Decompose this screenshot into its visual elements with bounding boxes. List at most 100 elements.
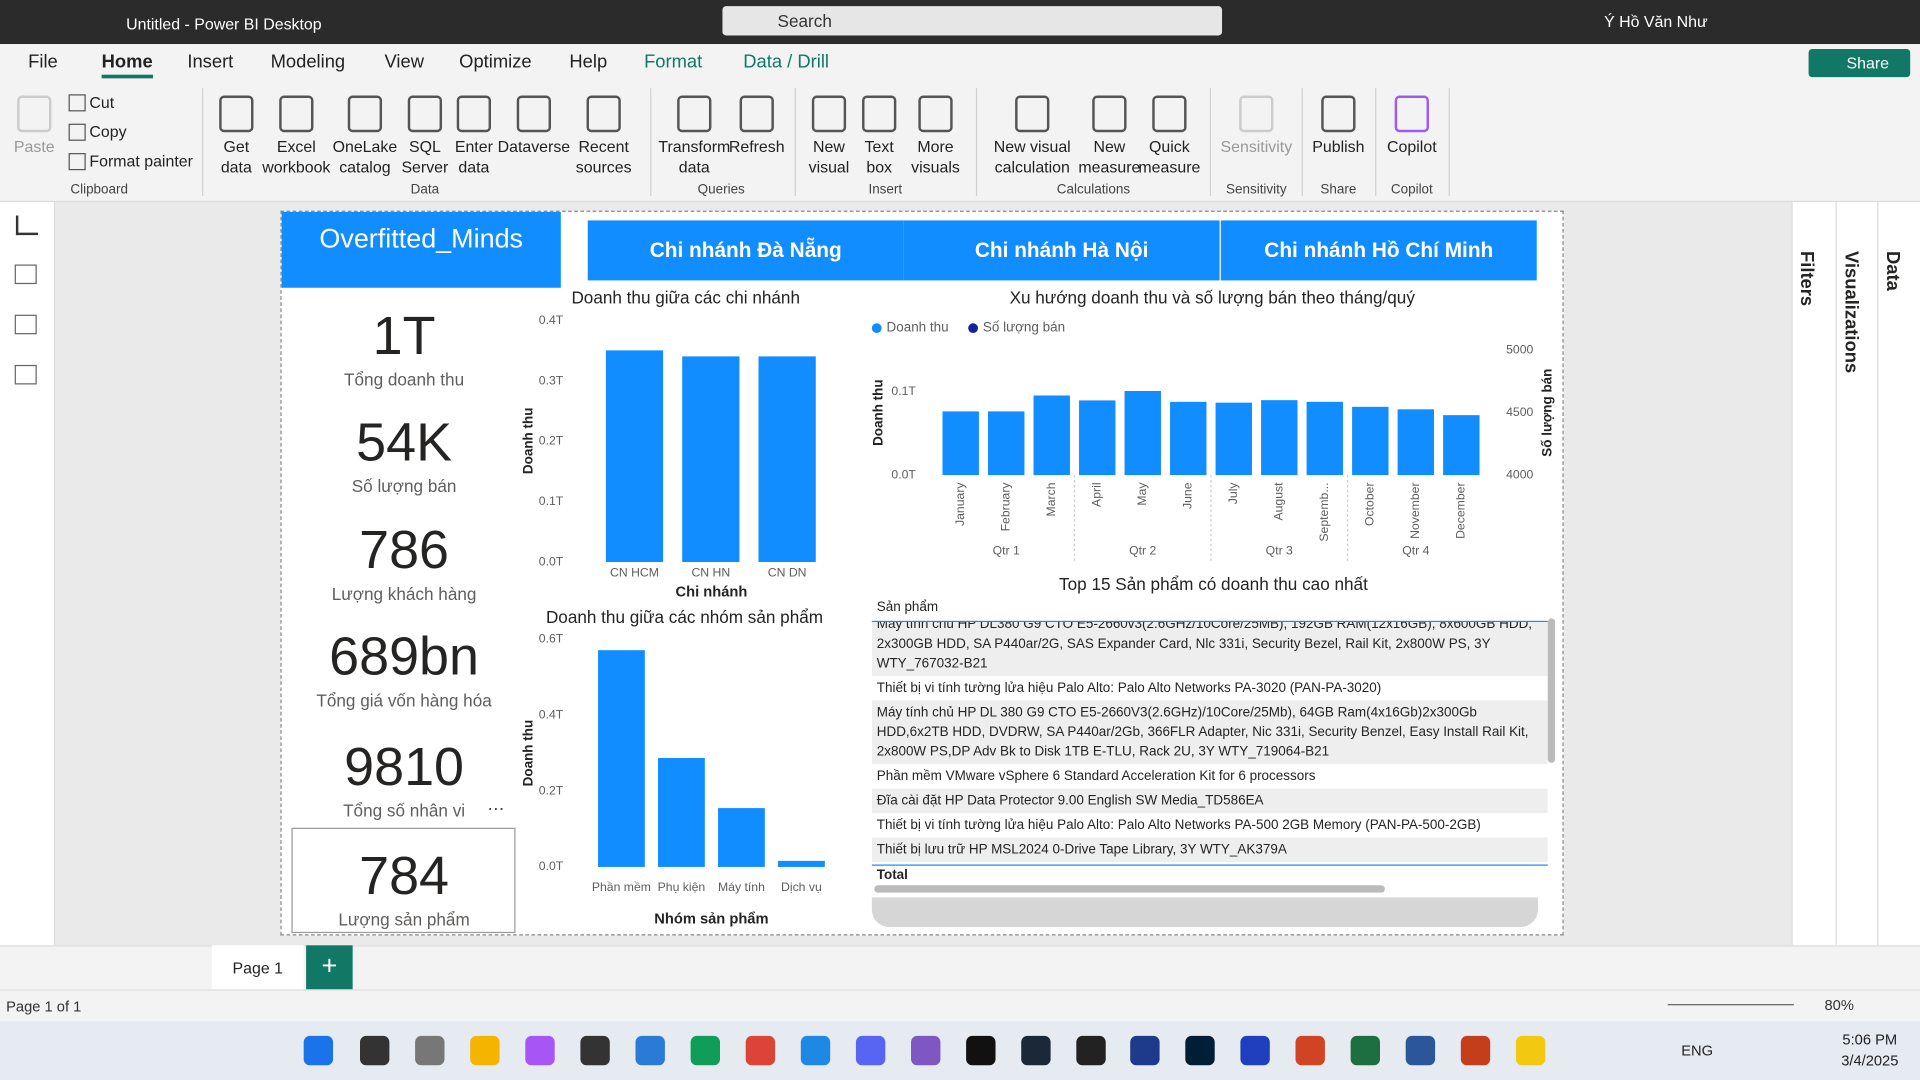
taskbar-app[interactable] bbox=[745, 1035, 776, 1066]
ribbon-button-label[interactable]: Paste bbox=[13, 137, 55, 156]
selection-box[interactable] bbox=[291, 827, 516, 934]
table-vscroll[interactable] bbox=[1547, 618, 1556, 763]
ribbon-button-label[interactable]: box bbox=[866, 157, 893, 177]
menu-item[interactable]: Data / Drill bbox=[743, 51, 829, 73]
ribbon-small-button[interactable]: Copy bbox=[89, 122, 127, 141]
pane-title[interactable]: Data bbox=[1882, 251, 1903, 291]
ribbon-icon[interactable] bbox=[1015, 95, 1050, 133]
menu-item[interactable]: Modeling bbox=[270, 51, 346, 73]
ribbon-button-label[interactable]: Refresh bbox=[728, 137, 785, 156]
taskbar-app[interactable] bbox=[580, 1035, 610, 1066]
taskbar-app[interactable] bbox=[1240, 1035, 1270, 1066]
taskbar-app[interactable] bbox=[1515, 1035, 1546, 1066]
ribbon-button-label[interactable]: Text bbox=[864, 137, 894, 156]
ribbon-button-label[interactable]: visual bbox=[808, 157, 850, 177]
ribbon-icon[interactable] bbox=[17, 95, 52, 133]
ribbon-button-label[interactable]: SQL bbox=[408, 137, 441, 156]
ribbon-icon[interactable] bbox=[586, 95, 621, 133]
ribbon-icon[interactable] bbox=[677, 95, 712, 133]
page-tab-label[interactable]: Page 1 bbox=[232, 958, 283, 978]
ribbon-button-label[interactable]: data bbox=[220, 157, 252, 177]
zoom-slider[interactable] bbox=[1667, 1004, 1794, 1006]
model-view-icon[interactable] bbox=[14, 314, 37, 335]
menu-item[interactable]: View bbox=[384, 51, 424, 73]
ribbon-icon[interactable] bbox=[456, 95, 492, 133]
taskbar-app[interactable] bbox=[635, 1035, 665, 1066]
ribbon-button-label[interactable]: Copilot bbox=[1387, 137, 1437, 156]
taskbar-app[interactable] bbox=[911, 1035, 941, 1066]
branch-tab[interactable]: Chi nhánh Hà Nội bbox=[903, 220, 1220, 281]
dax-view-icon[interactable] bbox=[14, 364, 37, 385]
menu-item[interactable]: Insert bbox=[187, 51, 234, 73]
ribbon-button-label[interactable]: Recent bbox=[578, 137, 629, 156]
menu-item[interactable]: Format bbox=[644, 51, 703, 73]
taskbar-app[interactable] bbox=[1130, 1035, 1160, 1066]
ribbon-button-label[interactable]: visuals bbox=[911, 157, 960, 177]
ribbon-button-label[interactable]: measure bbox=[1138, 157, 1201, 177]
taskbar-app[interactable] bbox=[303, 1035, 334, 1066]
taskbar-app[interactable] bbox=[1185, 1035, 1215, 1066]
ribbon-icon[interactable] bbox=[811, 95, 847, 133]
ribbon-small-button[interactable]: Format painter bbox=[89, 151, 193, 171]
ribbon-icon[interactable] bbox=[219, 95, 254, 133]
ribbon-button-label[interactable]: data bbox=[678, 157, 710, 177]
taskbar-app[interactable] bbox=[415, 1035, 445, 1066]
ribbon-button-label[interactable]: catalog bbox=[339, 157, 391, 177]
taskbar-app[interactable] bbox=[470, 1035, 500, 1066]
taskbar-app[interactable] bbox=[1295, 1035, 1325, 1066]
ribbon-button-label[interactable]: New bbox=[813, 137, 845, 156]
taskbar-app[interactable] bbox=[855, 1035, 886, 1066]
ribbon-button-label[interactable]: OneLake bbox=[332, 137, 398, 156]
ribbon-button-label[interactable]: sources bbox=[575, 157, 632, 177]
ribbon-button-label[interactable]: Get bbox=[223, 137, 250, 156]
taskbar-app[interactable] bbox=[1350, 1035, 1380, 1066]
ribbon-button-label[interactable]: Dataverse bbox=[497, 137, 571, 156]
ribbon-icon[interactable] bbox=[347, 95, 383, 133]
page-tab[interactable] bbox=[211, 945, 304, 990]
taskbar-app[interactable] bbox=[1076, 1035, 1106, 1066]
taskbar-app[interactable] bbox=[966, 1035, 996, 1066]
ribbon-icon[interactable] bbox=[1092, 95, 1127, 133]
ribbon-icon[interactable] bbox=[1394, 95, 1429, 133]
menu-item[interactable]: Optimize bbox=[459, 51, 532, 73]
ribbon-icon[interactable] bbox=[407, 95, 443, 133]
ribbon-button-label[interactable]: calculation bbox=[994, 157, 1070, 177]
taskbar-app[interactable] bbox=[1460, 1035, 1491, 1066]
table-view-icon[interactable] bbox=[14, 264, 37, 285]
add-page-button[interactable]: + bbox=[306, 945, 353, 990]
ribbon-icon[interactable] bbox=[1321, 95, 1356, 133]
ribbon-button-label[interactable]: Transform bbox=[658, 137, 731, 156]
branch-tab[interactable]: Chi nhánh Hồ Chí Minh bbox=[1220, 220, 1537, 281]
ribbon-button-label[interactable]: Quick bbox=[1149, 137, 1190, 156]
ribbon-icon[interactable] bbox=[739, 95, 774, 133]
branch-tab[interactable]: Chi nhánh Đà Nẵng bbox=[587, 220, 904, 281]
ribbon-icon[interactable] bbox=[1239, 95, 1274, 133]
search-box[interactable] bbox=[722, 6, 1223, 36]
ribbon-button-label[interactable]: workbook bbox=[262, 157, 331, 177]
pane-title[interactable]: Filters bbox=[1796, 251, 1818, 307]
ribbon-icon[interactable] bbox=[862, 95, 897, 133]
ribbon-icon[interactable] bbox=[918, 95, 953, 133]
taskbar-app[interactable] bbox=[360, 1035, 390, 1066]
taskbar-app[interactable] bbox=[690, 1035, 720, 1066]
taskbar-app[interactable] bbox=[1405, 1035, 1436, 1066]
share-button[interactable] bbox=[1808, 48, 1911, 78]
ribbon-small-button[interactable]: Cut bbox=[89, 93, 115, 112]
ribbon-button-label[interactable]: data bbox=[458, 157, 490, 177]
ribbon-button-label[interactable]: New bbox=[1093, 137, 1126, 156]
taskbar-app[interactable] bbox=[800, 1035, 831, 1066]
ribbon-button-label[interactable]: measure bbox=[1078, 157, 1141, 177]
menu-item[interactable]: Help bbox=[569, 51, 608, 73]
more-options[interactable]: ⋯ bbox=[487, 798, 505, 818]
taskbar-app[interactable] bbox=[525, 1035, 555, 1066]
ribbon-icon[interactable] bbox=[279, 95, 314, 133]
pane-title[interactable]: Visualizations bbox=[1840, 251, 1862, 374]
menu-item[interactable]: Home bbox=[101, 51, 153, 79]
menu-item[interactable]: File bbox=[28, 51, 58, 73]
ribbon-button-label[interactable]: Server bbox=[401, 157, 449, 177]
ribbon-icon[interactable] bbox=[1152, 95, 1187, 133]
table-hscroll[interactable] bbox=[874, 885, 1385, 893]
taskbar-app[interactable] bbox=[1021, 1035, 1051, 1066]
ribbon-button-label[interactable]: Sensitivity bbox=[1220, 137, 1293, 156]
search-text[interactable]: Search bbox=[777, 11, 832, 31]
